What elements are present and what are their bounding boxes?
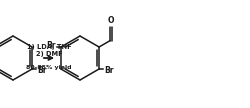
Text: 80-85% yield: 80-85% yield [26, 65, 72, 70]
Text: 1) LDA, THF: 1) LDA, THF [27, 44, 71, 50]
Text: Br: Br [104, 66, 114, 75]
Text: O: O [108, 16, 114, 25]
Text: 2) DMF: 2) DMF [36, 51, 62, 57]
Text: Br: Br [37, 66, 46, 75]
Text: Br: Br [46, 41, 56, 50]
